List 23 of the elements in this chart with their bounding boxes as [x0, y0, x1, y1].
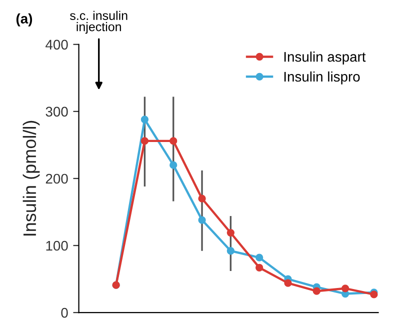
- point: [140, 137, 149, 145]
- y-tick-label: 300: [46, 106, 68, 117]
- y-tick-label: 400: [46, 40, 68, 50]
- legend-label: Insulin aspart: [284, 52, 366, 64]
- point: [140, 116, 149, 124]
- y-axis-title: Insulin (pmol/l): [22, 120, 40, 236]
- legend-label: Insulin lispro: [284, 71, 360, 84]
- point: [198, 194, 206, 202]
- text: (a): [16, 13, 32, 26]
- point: [341, 284, 350, 292]
- y-tick-label: 200: [46, 174, 68, 184]
- point: [226, 228, 234, 237]
- point: [256, 254, 264, 262]
- point: [226, 247, 234, 255]
- y-tick-label: 0: [61, 308, 68, 318]
- text: s.c. insulin injection: [70, 10, 128, 34]
- y-tick-label: 100: [46, 240, 68, 251]
- point: [256, 264, 264, 272]
- point: [198, 216, 206, 224]
- point: [284, 279, 292, 287]
- point: [312, 287, 320, 295]
- point: [170, 137, 178, 145]
- point: [170, 161, 178, 169]
